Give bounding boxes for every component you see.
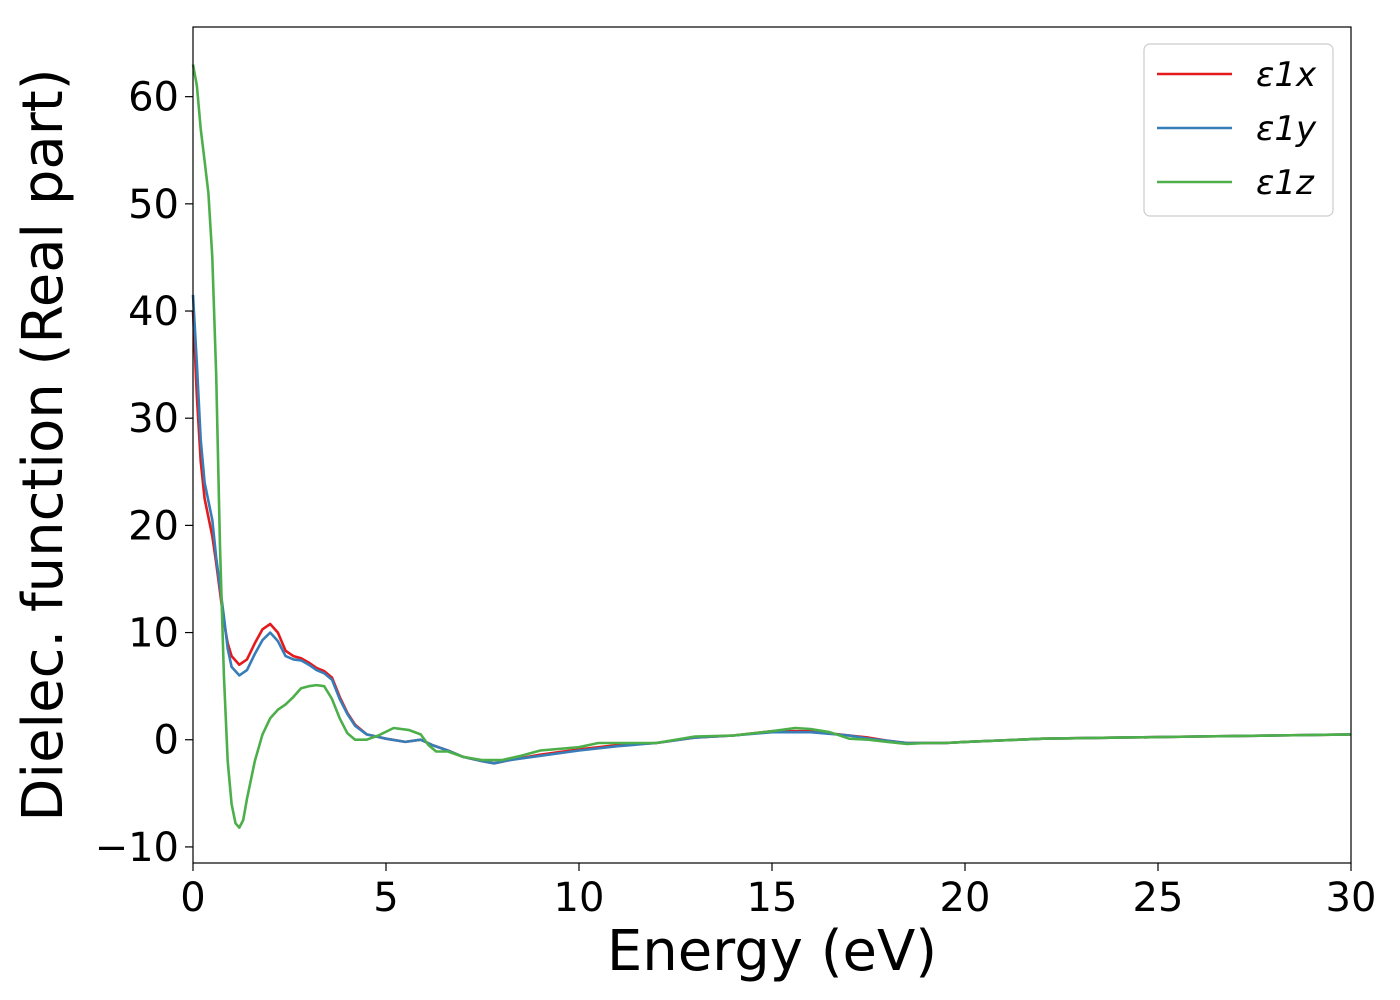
- x-tick-label: 15: [747, 875, 798, 921]
- y-tick-label: 60: [128, 75, 179, 121]
- x-tick-label: 30: [1326, 875, 1377, 921]
- x-tick-label: 0: [180, 875, 205, 921]
- legend-label-3: ε1z: [1256, 163, 1315, 203]
- y-tick-label: −10: [95, 825, 179, 871]
- y-tick-label: 10: [128, 611, 179, 657]
- series-line-3: [191, 64, 1352, 829]
- y-tick-label: 20: [128, 503, 179, 549]
- series-line-1: [191, 310, 1352, 765]
- x-axis-label: Energy (eV): [607, 919, 937, 984]
- x-tick-label: 25: [1133, 875, 1184, 921]
- y-axis-label: Dielec. function (Real part): [11, 68, 76, 821]
- y-tick-label: 40: [128, 289, 179, 335]
- y-tick-label: 30: [128, 396, 179, 442]
- x-tick-label: 10: [554, 875, 605, 921]
- series-layer: [191, 64, 1352, 829]
- legend: ε1x ε1y ε1z: [1143, 43, 1334, 217]
- legend-frame: [1143, 43, 1334, 217]
- y-axis-ticks: −10 0 10 20 30 40 50 60: [95, 75, 193, 871]
- legend-label-2: ε1y: [1256, 109, 1317, 149]
- y-tick-label: 0: [154, 718, 179, 764]
- legend-label-1: ε1x: [1256, 55, 1317, 95]
- x-tick-label: 20: [940, 875, 991, 921]
- x-tick-label: 5: [373, 875, 398, 921]
- series-line-2: [191, 294, 1352, 765]
- x-axis-ticks: 0 5 10 15 20 25 30: [180, 863, 1376, 921]
- y-tick-label: 50: [128, 182, 179, 228]
